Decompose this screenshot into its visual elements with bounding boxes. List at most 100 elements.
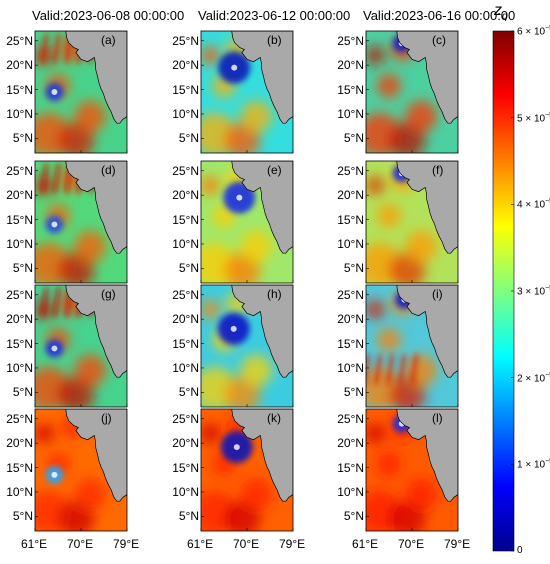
lon-label: 61°E [21, 537, 48, 551]
vortex-core [230, 325, 237, 332]
panel-label: (c) [432, 33, 446, 47]
lat-label: 25°N [337, 411, 364, 426]
map-panel-e [200, 160, 294, 284]
lat-label: 5°N [343, 509, 364, 524]
field-blob [366, 423, 386, 444]
field-blob [377, 203, 401, 228]
colorbar-tick-label: 3 × 10−5 [517, 285, 550, 297]
map-panel-j [34, 408, 128, 532]
lon-label: 79°E [279, 537, 306, 551]
lat-label: 5°N [178, 261, 199, 276]
tick-exponent: −5 [545, 111, 550, 119]
lat-label: 25°N [172, 411, 199, 426]
field-blob [201, 45, 221, 66]
lat-label: 15°N [337, 82, 364, 97]
panel-label: (f) [432, 163, 444, 177]
lat-label: 20°N [337, 188, 364, 203]
tick-exponent: −5 [545, 458, 550, 466]
field-blob [201, 423, 221, 444]
vortex-core [236, 194, 243, 201]
lon-label: 61°E [187, 537, 214, 551]
lat-label: 5°N [343, 131, 364, 146]
lat-label: 25°N [172, 287, 199, 302]
field-blob [405, 478, 438, 511]
field-streak [52, 32, 61, 64]
lon-label: 70°E [233, 537, 260, 551]
tick-exponent: −5 [545, 371, 550, 379]
land-mass [396, 161, 458, 254]
lat-label: 5°N [178, 385, 199, 400]
lon-label: 61°E [352, 537, 379, 551]
column-title: Valid:2023-06-08 00:00:00 [32, 8, 185, 23]
map-panel-f [365, 160, 459, 284]
map-panel-b [200, 30, 294, 154]
field-streak [398, 354, 407, 385]
panel-label: (b) [267, 33, 282, 47]
lat-label: 10°N [6, 106, 33, 121]
lat-label: 10°N [6, 360, 33, 375]
land-mass [231, 285, 293, 378]
lat-label: 5°N [178, 509, 199, 524]
field-streak [52, 286, 61, 318]
panel-label: (h) [267, 287, 282, 301]
field-blob [201, 299, 221, 320]
lat-label: 10°N [6, 236, 33, 251]
lat-label: 5°N [178, 131, 199, 146]
lat-label: 5°N [343, 261, 364, 276]
lat-label: 20°N [337, 312, 364, 327]
field-blob [366, 45, 386, 66]
field-blob [201, 175, 221, 196]
panel-label: (l) [432, 411, 443, 425]
field-streak [40, 162, 49, 194]
colorbar-tick-label: 5 × 10−5 [517, 112, 550, 124]
lon-label: 79°E [444, 537, 471, 551]
field-blob [240, 100, 273, 133]
lat-label: 25°N [337, 163, 364, 178]
vortex-core [51, 89, 58, 95]
lat-label: 15°N [6, 336, 33, 351]
map-panel-h [200, 284, 294, 408]
field-blob [240, 230, 273, 263]
panel-label: (d) [101, 163, 116, 177]
lat-label: 20°N [337, 58, 364, 73]
tick-mantissa: 2 × 10 [517, 372, 546, 384]
tick-mantissa: 0 [517, 545, 523, 556]
colorbar-tick-label: 2 × 10−5 [517, 372, 550, 384]
lat-label: 10°N [337, 484, 364, 499]
field-blob [74, 478, 107, 511]
field-streak [386, 354, 395, 385]
lat-label: 10°N [337, 106, 364, 121]
column-title: Valid:2023-06-12 00:00:00 [198, 8, 351, 23]
lat-label: 20°N [172, 436, 199, 451]
colorbar-tick-label: 0 [517, 545, 523, 556]
lon-label: 70°E [67, 537, 94, 551]
colorbar-tick-label: 4 × 10−5 [517, 198, 550, 210]
lat-label: 10°N [172, 236, 199, 251]
colorbar-title-sub: q [502, 11, 508, 23]
colorbar-title: zq [494, 2, 508, 22]
colorbar-tick-label: 6 × 10−5 [517, 25, 550, 37]
tick-mantissa: 5 × 10 [517, 112, 546, 124]
vortex-core [231, 64, 238, 71]
lat-label: 5°N [12, 509, 33, 524]
lat-label: 25°N [172, 33, 199, 48]
field-blob [366, 299, 386, 320]
land-mass [65, 285, 127, 378]
field-blob [74, 230, 107, 263]
map-panel-i [365, 284, 459, 408]
colorbar-title-main: z [494, 2, 502, 19]
colorbar-tick-label: 1 × 10−5 [517, 458, 550, 470]
map-panel-g [34, 284, 128, 408]
vortex-core [51, 345, 58, 352]
panel-label: (a) [101, 33, 116, 47]
lat-label: 20°N [6, 58, 33, 73]
vortex-core [51, 471, 58, 478]
lat-label: 25°N [337, 287, 364, 302]
land-mass [396, 409, 458, 502]
tick-mantissa: 6 × 10 [517, 26, 546, 38]
lon-label: 79°E [113, 537, 140, 551]
map-panel-d [34, 160, 128, 284]
field-blob [366, 175, 386, 196]
panel-label: (i) [432, 287, 443, 301]
field-blob [377, 73, 401, 98]
